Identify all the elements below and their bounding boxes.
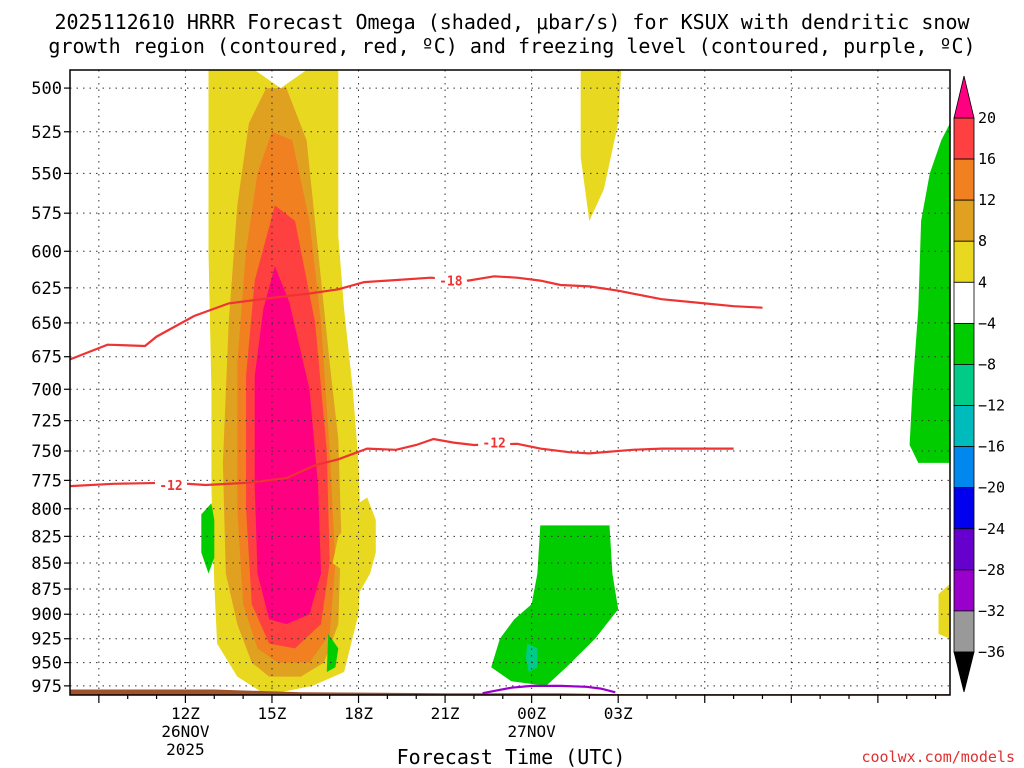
- colorbar-label: 4: [978, 273, 987, 291]
- contour-label-bg: [434, 272, 467, 288]
- colorbar-label: 8: [978, 232, 987, 250]
- contour-layer: -18 -12 -12: [70, 272, 763, 695]
- y-tick-label: 700: [31, 380, 62, 400]
- colorbar-label: 20: [978, 109, 996, 127]
- omega-region: [525, 643, 538, 672]
- colorbar-swatch: [953, 117, 975, 160]
- colorbar-label: −16: [978, 438, 1005, 456]
- colorbar-label: −28: [978, 561, 1005, 579]
- colorbar-swatch: [953, 528, 975, 571]
- y-tick-label: 925: [31, 630, 62, 650]
- colorbar-swatch: [953, 322, 975, 365]
- colorbar-swatch: [953, 569, 975, 612]
- colorbar-swatch: [953, 405, 975, 448]
- omega-region: [938, 583, 950, 639]
- colorbar-swatch: [953, 281, 975, 324]
- gridlines: [70, 70, 950, 695]
- temperature-contour: [482, 684, 616, 695]
- x-tick-label: 03Z: [604, 704, 633, 723]
- colorbar-swatch: [953, 610, 975, 653]
- x-tick-label: 18Z: [344, 704, 373, 723]
- chart-title-line-2: growth region (contoured, red, ºC) and f…: [48, 34, 976, 58]
- colorbar-label: −4: [978, 314, 996, 332]
- colorbar-label: −32: [978, 602, 1005, 620]
- y-tick-label: 775: [31, 471, 62, 491]
- contour-label-bg: [154, 476, 187, 492]
- y-tick-label: 975: [31, 677, 62, 697]
- y-tick-label: 850: [31, 554, 62, 574]
- chart-title-line-1: 2025112610 HRRR Forecast Omega (shaded, …: [54, 10, 970, 34]
- colorbar: 20 16 12 8 4 −4 −8 −12 −16 −20 −24 −28 −32 −36: [953, 75, 1005, 693]
- temperature-contour: [70, 275, 763, 361]
- colorbar-label: −12: [978, 397, 1005, 415]
- colorbar-label: 16: [978, 150, 996, 168]
- plot-frame: [69, 69, 951, 696]
- colorbar-label: −36: [978, 643, 1005, 661]
- omega-region: [491, 525, 619, 686]
- y-tick-label: 675: [31, 348, 62, 368]
- y-tick-label: 650: [31, 314, 62, 334]
- y-tick-label: 725: [31, 412, 62, 432]
- x-tick-year: 2025: [166, 740, 205, 759]
- watermark[interactable]: coolwx.com/models: [861, 748, 1015, 766]
- x-tick-date: 26NOV: [161, 722, 210, 741]
- contour-label: -12: [482, 437, 505, 452]
- temperature-contour: [70, 437, 734, 488]
- colorbar-swatch: [953, 487, 975, 530]
- omega-region: [326, 633, 339, 672]
- ground-terrain: [70, 689, 950, 695]
- x-axis-label: Forecast Time (UTC): [397, 745, 626, 768]
- contour-label: -18: [439, 275, 463, 290]
- y-tick-label: 500: [31, 79, 62, 99]
- colorbar-label: −20: [978, 479, 1005, 497]
- y-tick-label: 525: [31, 123, 62, 143]
- colorbar-swatch: [953, 446, 975, 489]
- y-tick-label: 875: [31, 580, 62, 600]
- omega-shading-layer: [70, 70, 950, 695]
- y-tick-label: 950: [31, 654, 62, 674]
- x-tick-label: 21Z: [431, 704, 460, 723]
- x-tick-label: 00Z: [517, 704, 546, 723]
- colorbar-bottom-arrow: [953, 651, 975, 693]
- y-tick-label: 625: [31, 279, 62, 299]
- colorbar-label: 12: [978, 191, 996, 209]
- contour-label: -12: [159, 479, 182, 494]
- colorbar-top-arrow: [953, 75, 975, 119]
- colorbar-swatch: [953, 158, 975, 201]
- omega-region: [254, 266, 321, 625]
- x-tick-label: 15Z: [258, 704, 287, 723]
- y-tick-label: 900: [31, 605, 62, 625]
- y-tick-label: 550: [31, 164, 62, 184]
- x-tick-date: 27NOV: [508, 722, 557, 741]
- y-tick-label: 600: [31, 242, 62, 262]
- y-tick-label: 800: [31, 500, 62, 520]
- y-tick-label: 750: [31, 442, 62, 462]
- colorbar-swatch: [953, 240, 975, 283]
- omega-region: [201, 503, 215, 574]
- omega-region: [332, 497, 376, 595]
- colorbar-swatch: [953, 364, 975, 406]
- axes: 500 525 550 575 600 625 650 675 700 725 750 775 800 8…: [31, 79, 937, 759]
- colorbar-swatch: [953, 199, 975, 242]
- omega-region: [909, 123, 950, 463]
- y-tick-label: 575: [31, 204, 62, 224]
- colorbar-label: −8: [978, 355, 996, 373]
- omega-region: [580, 70, 622, 221]
- colorbar-label: −24: [978, 520, 1005, 538]
- y-tick-label: 825: [31, 527, 62, 547]
- x-tick-label: 12Z: [171, 704, 200, 723]
- contour-label-bg: [478, 434, 511, 450]
